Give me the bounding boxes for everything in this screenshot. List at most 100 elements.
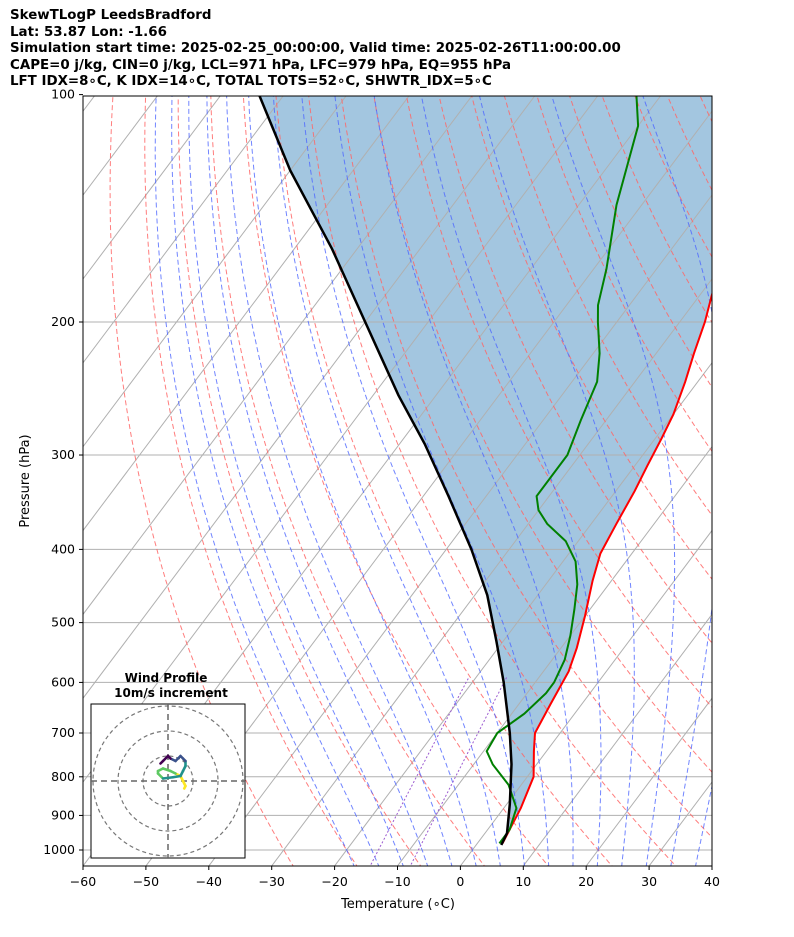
moist-adiabat	[226, 96, 453, 866]
y-tick-label: 700	[51, 725, 75, 740]
time-line: Simulation start time: 2025-02-25_00:00:…	[10, 41, 621, 56]
y-tick-label: 400	[51, 541, 75, 556]
x-axis-label: Temperature (∘C)	[340, 897, 455, 912]
hodograph-title: Wind Profile	[125, 671, 208, 685]
y-tick-label: 900	[51, 807, 75, 822]
plot-area	[83, 60, 794, 881]
x-tick-label: 0	[456, 874, 464, 889]
x-tick-label: −20	[321, 874, 347, 889]
moist-adiabat	[171, 96, 380, 866]
wind-barb	[711, 653, 712, 654]
dry-adiabat	[756, 78, 794, 875]
isotherm-line	[522, 613, 712, 866]
dry-adiabat	[177, 96, 422, 866]
x-tick-label: 10	[515, 874, 531, 889]
y-tick-label: 800	[51, 769, 75, 784]
moist-adiabat	[188, 96, 404, 866]
wind-barb	[711, 454, 712, 456]
mixing-ratio-line	[369, 676, 470, 866]
mixing-ratio-lines	[369, 676, 508, 866]
wind-barb	[711, 849, 712, 850]
index-line: LFT IDX=8∘C, K IDX=14∘C, TOTAL TOTS=52∘C…	[10, 74, 492, 89]
hodograph-subtitle: 10m/s increment	[114, 686, 228, 700]
y-tick-label: 300	[51, 447, 75, 462]
wind-barb	[711, 286, 712, 288]
dry-adiabat	[275, 96, 613, 866]
x-tick-label: −50	[133, 874, 159, 889]
x-tick-label: 30	[641, 874, 657, 889]
dry-adiabat	[144, 96, 358, 866]
isotherm-line	[333, 361, 712, 866]
isotherm-line	[763, 60, 794, 881]
isotherm-line	[208, 194, 712, 866]
cape-line: CAPE=0 j/kg, CIN=0 j/kg, LCL=971 hPa, LF…	[10, 57, 512, 73]
moist-adiabat	[551, 96, 676, 866]
dewpoint-line	[485, 96, 640, 844]
hodograph-segment	[159, 759, 165, 765]
y-tick-label: 1000	[43, 842, 75, 857]
wind-barb	[711, 681, 712, 683]
dry-adiabat	[242, 96, 549, 866]
wind-barb	[711, 387, 712, 389]
moist-adiabat	[373, 96, 574, 866]
isotherm-line	[83, 96, 347, 448]
x-tick-label: 20	[578, 874, 594, 889]
y-axis-label: Pressure (hPa)	[18, 434, 33, 527]
wind-barb	[711, 226, 712, 228]
location-line: Lat: 53.87 Lon: -1.66	[10, 24, 167, 40]
x-tick-label: −40	[196, 874, 222, 889]
hodograph-ring	[117, 730, 219, 832]
isotherm-line	[83, 96, 410, 532]
isotherm-line	[83, 96, 536, 700]
isotherm-line	[83, 96, 221, 280]
wind-barb	[711, 776, 712, 777]
wind-barb	[711, 814, 712, 816]
isotherm-line	[396, 445, 712, 866]
dry-adiabat	[788, 78, 794, 875]
mixing-ratio-line	[409, 676, 508, 866]
moist-adiabat	[272, 96, 501, 866]
wind-barb	[711, 258, 712, 259]
isotherm-line	[459, 529, 712, 866]
moist-adiabat	[301, 96, 526, 866]
wind-barb	[711, 199, 712, 201]
dry-adiabat	[308, 96, 677, 866]
dry-adiabat	[724, 78, 794, 875]
dry-adiabat	[210, 96, 486, 866]
wind-barb	[711, 548, 712, 550]
cape-shaded-region	[259, 96, 712, 845]
dry-adiabat	[471, 96, 712, 580]
x-tick-label: −60	[70, 874, 96, 889]
profile-lines	[258, 96, 712, 846]
wind-barb	[711, 321, 712, 322]
wind-barb	[711, 795, 712, 797]
moist-adiabats	[154, 78, 794, 875]
cape-shading	[259, 96, 712, 845]
dry-adiabat	[373, 96, 712, 773]
temperature-line	[501, 291, 712, 844]
moist-adiabat	[743, 78, 794, 875]
x-tick-label: 40	[704, 874, 720, 889]
x-tick-label: −10	[384, 874, 410, 889]
moist-adiabat	[420, 96, 602, 866]
wind-barb	[711, 621, 712, 623]
moist-adiabat	[248, 96, 477, 866]
chart-title-block: SkewTLogP LeedsBradford Lat: 53.87 Lon: …	[10, 8, 621, 91]
wind-barb	[711, 504, 712, 506]
dry-adiabat	[340, 96, 712, 839]
y-tick-label: 500	[51, 615, 75, 630]
dry-adiabats	[109, 78, 794, 875]
moist-adiabat	[334, 96, 550, 866]
y-tick-label: 100	[51, 87, 75, 102]
hodograph-inset: Wind Profile 10m/s increment	[90, 671, 246, 859]
hodograph-segment	[161, 767, 172, 773]
wind-barb	[711, 352, 712, 354]
wind-barb	[711, 707, 712, 709]
wind-barb	[711, 832, 712, 834]
isotherm-line	[271, 278, 712, 866]
isotherm-line	[83, 96, 473, 616]
moist-adiabat	[479, 96, 635, 866]
dry-adiabat	[438, 96, 712, 644]
